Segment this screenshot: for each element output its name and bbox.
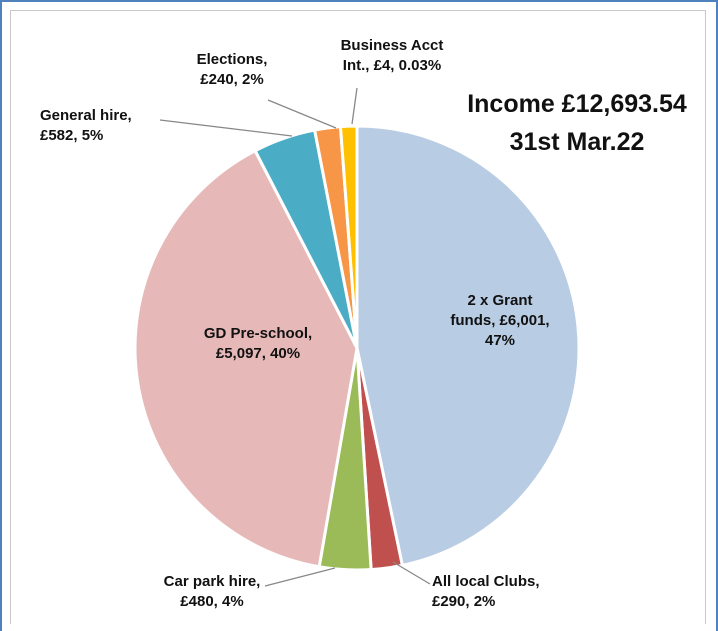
slice-label: All local Clubs, £290, 2% <box>432 573 540 610</box>
slice-label-line: All local Clubs, <box>432 573 540 590</box>
pie-slice-gd-pre-school <box>133 148 359 569</box>
slice-label-line: £240, 2% <box>200 71 263 88</box>
slice-label-line: £480, 4% <box>180 593 243 610</box>
slice-label-line: General hire, <box>40 107 132 124</box>
slice-label-line: Car park hire, <box>164 573 261 590</box>
slice-label-line: funds, £6,001, <box>450 312 549 329</box>
chart-title: Income £12,693.54 31st Mar.22 <box>467 90 687 156</box>
slice-label-line: GD Pre-school, <box>204 325 312 342</box>
chart-title-line-1: Income £12,693.54 <box>467 90 687 118</box>
chart-title-line-2: 31st Mar.22 <box>510 128 645 156</box>
slice-label-line: Elections, <box>197 51 268 68</box>
leader-line <box>267 99 337 129</box>
leader-line <box>264 567 336 587</box>
leader-line <box>159 119 293 137</box>
slice-label: Elections, £240, 2% <box>197 51 268 88</box>
pie-slices <box>133 124 581 572</box>
slice-label-line: Business Acct <box>341 37 444 54</box>
pie-slice-business-acct-int <box>338 124 359 349</box>
leader-lines <box>159 87 431 587</box>
slice-label-line: £582, 5% <box>40 127 103 144</box>
pie-slice-2-x-grant-funds <box>355 124 581 568</box>
slice-label-line: Int., £4, 0.03% <box>343 57 441 74</box>
slice-label: General hire, £582, 5% <box>40 107 132 144</box>
slice-labels: 2 x Grant funds, £6,001, 47% All local Club… <box>40 37 550 610</box>
slice-label-line: 47% <box>485 332 515 349</box>
slice-label-line: £5,097, 40% <box>216 345 300 362</box>
slice-label-line: £290, 2% <box>432 593 495 610</box>
slice-label: Business Acct Int., £4, 0.03% <box>341 37 444 74</box>
slice-label: 2 x Grant funds, £6,001, 47% <box>450 292 549 349</box>
leader-line <box>392 561 431 585</box>
slice-label-line: 2 x Grant <box>467 292 532 309</box>
slice-label: GD Pre-school, £5,097, 40% <box>204 325 312 362</box>
leader-line <box>351 87 358 125</box>
slice-label: Car park hire, £480, 4% <box>164 573 261 610</box>
